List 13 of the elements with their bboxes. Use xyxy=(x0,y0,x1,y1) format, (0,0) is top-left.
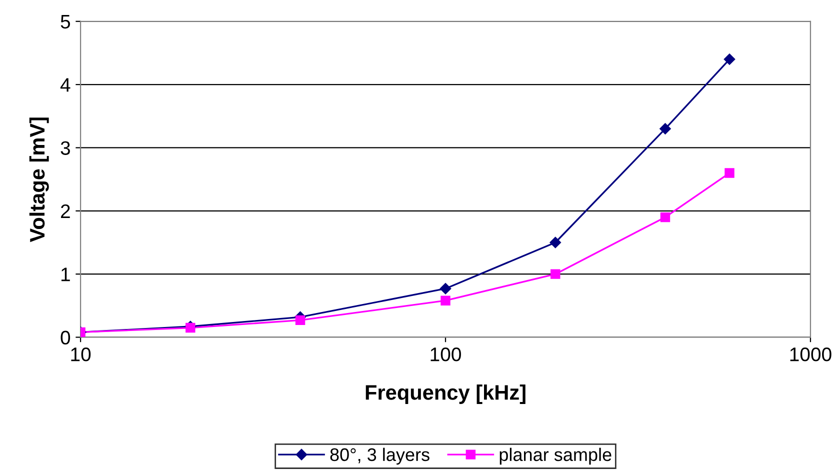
x-axis-title: Frequency [kHz] xyxy=(366,384,526,404)
y-tick-label: 1 xyxy=(61,268,70,282)
y-tick-label: 2 xyxy=(60,204,70,218)
y-axis-title: Voltage [mV] xyxy=(29,118,49,242)
legend-label: 80°, 3 layers xyxy=(330,448,430,465)
x-tick-label: 100 xyxy=(430,347,461,362)
x-tick-label: 10 xyxy=(71,347,91,362)
x-tick-label: 1000 xyxy=(790,347,832,362)
legend-label: planar sample xyxy=(500,448,612,465)
y-tick-label: 3 xyxy=(60,141,70,155)
y-tick-label: 5 xyxy=(60,15,70,29)
y-tick-label: 0 xyxy=(60,330,70,344)
y-tick-label: 4 xyxy=(60,78,70,92)
